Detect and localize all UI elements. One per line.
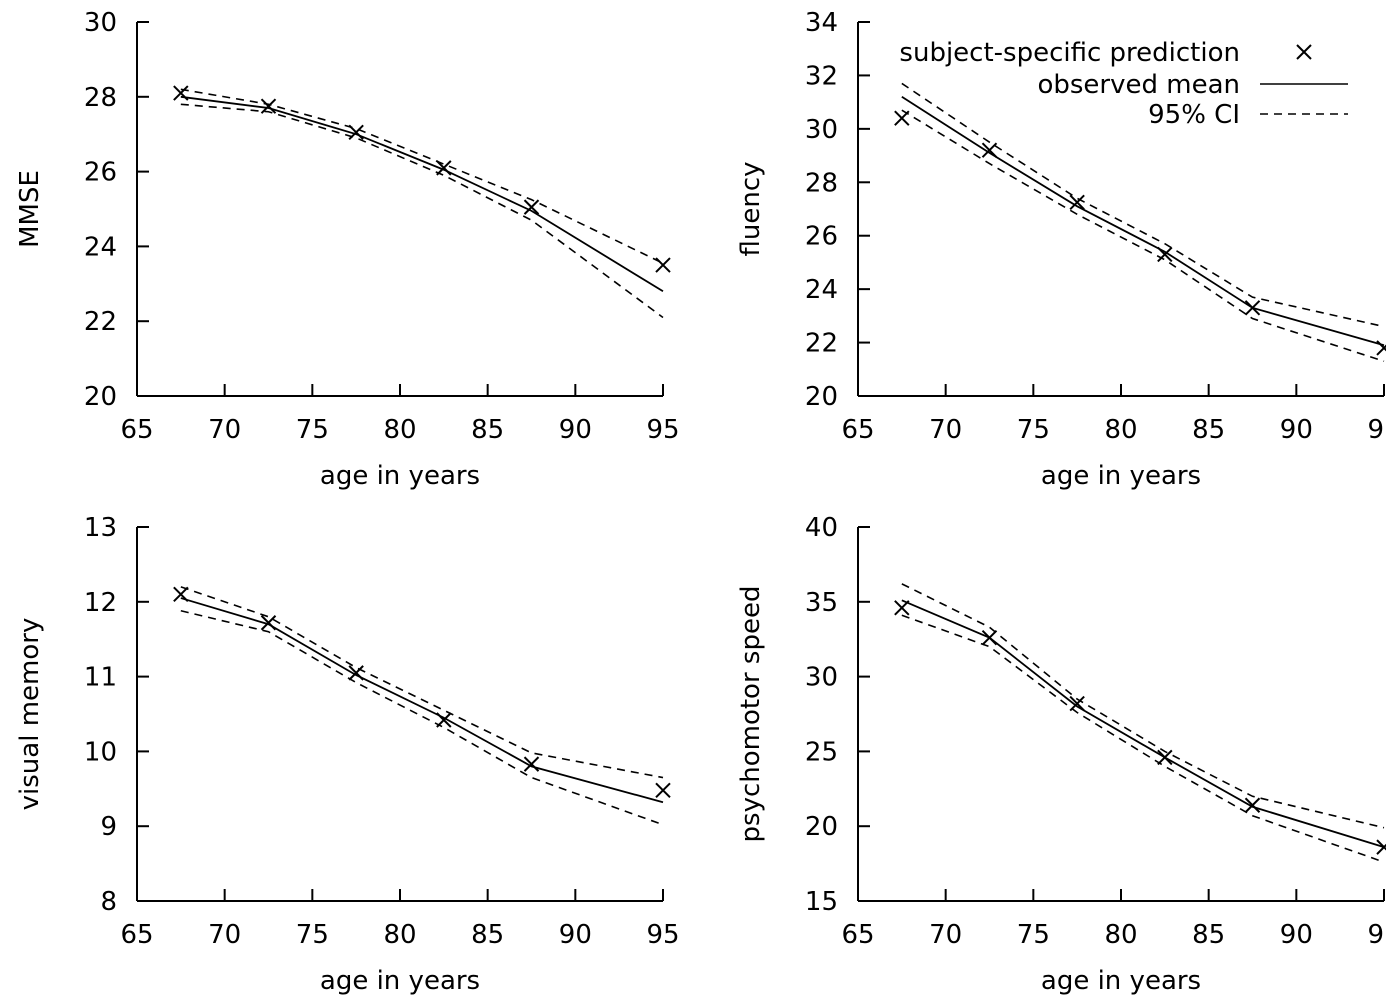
x-tick-label: 65 — [841, 415, 874, 445]
x-tick-label: 95 — [1367, 920, 1386, 950]
x-axis-title: age in years — [1041, 461, 1201, 491]
ci-line — [901, 614, 1385, 863]
y-tick-label: 8 — [100, 887, 117, 917]
y-tick-label: 24 — [84, 232, 117, 262]
y-tick-label: 26 — [805, 222, 838, 252]
x-tick-label: 85 — [1192, 920, 1225, 950]
observed-mean-line — [901, 599, 1385, 849]
x-tick-label: 65 — [120, 415, 153, 445]
x-axis-title: age in years — [320, 461, 480, 491]
observed-mean-line — [180, 597, 664, 804]
x-tick-label: 70 — [929, 920, 962, 950]
chart-panel-1: 65 70 75 80 85 90 95 20 22 24 26 28 30 age in years MM… — [15, 8, 680, 491]
x-tick-label: 70 — [208, 415, 241, 445]
x-axis-title: age in years — [1041, 966, 1201, 996]
x-tick-label: 75 — [1017, 920, 1050, 950]
x-tick-label: 90 — [559, 920, 592, 950]
prediction-marker — [523, 199, 540, 215]
legend-label: 95% CI — [1148, 100, 1240, 130]
y-tick-label: 9 — [100, 812, 117, 842]
prediction-marker — [1069, 194, 1085, 211]
y-tick-label: 30 — [805, 115, 838, 145]
ci-line — [180, 586, 664, 779]
y-tick-label: 10 — [84, 737, 117, 767]
observed-mean-line — [901, 96, 1385, 347]
y-tick-label: 30 — [805, 663, 838, 693]
x-tick-label: 85 — [1192, 415, 1225, 445]
chart-panel-2: 65 70 75 80 85 90 95 20 22 24 26 28 30 32 34 age in yea… — [736, 8, 1386, 491]
prediction-marker — [1244, 797, 1261, 813]
ci-line — [180, 103, 664, 319]
x-tick-label: 75 — [296, 415, 329, 445]
legend-marker-symbol — [1296, 44, 1312, 60]
ci-line — [901, 109, 1385, 363]
y-tick-label: 22 — [805, 329, 838, 359]
y-tick-label: 11 — [84, 663, 117, 693]
ci-line — [901, 82, 1385, 328]
y-tick-label: 20 — [805, 382, 838, 412]
x-tick-label: 65 — [120, 920, 153, 950]
x-tick-label: 90 — [1280, 920, 1313, 950]
y-tick-label: 15 — [805, 887, 838, 917]
x-tick-label: 90 — [559, 415, 592, 445]
x-tick-label: 80 — [383, 415, 416, 445]
y-tick-label: 28 — [84, 83, 117, 113]
prediction-marker — [523, 756, 540, 772]
x-tick-label: 75 — [1017, 415, 1050, 445]
observed-mean-line — [180, 95, 664, 293]
ci-line — [901, 583, 1385, 829]
y-tick-label: 30 — [84, 8, 117, 38]
prediction-marker — [260, 98, 277, 114]
x-tick-label: 75 — [296, 920, 329, 950]
y-tick-label: 20 — [805, 812, 838, 842]
ci-line — [180, 609, 664, 826]
x-tick-label: 80 — [383, 920, 416, 950]
x-tick-label: 70 — [929, 415, 962, 445]
y-tick-label: 35 — [805, 588, 838, 618]
x-tick-label: 80 — [1104, 920, 1137, 950]
y-axis-title: psychomotor speed — [736, 586, 766, 843]
x-tick-label: 85 — [471, 415, 504, 445]
chart-panel-3: 65 70 75 80 85 90 95 8 9 10 11 12 13 age in years visu… — [15, 513, 680, 996]
chart-panel-4: 65 70 75 80 85 90 95 15 20 25 30 35 40 age in years ps… — [736, 513, 1386, 996]
x-tick-label: 65 — [841, 920, 874, 950]
y-tick-label: 34 — [805, 8, 838, 38]
prediction-marker — [655, 782, 671, 799]
y-tick-label: 32 — [805, 61, 838, 91]
x-axis-title: age in years — [320, 966, 480, 996]
y-axis-title: fluency — [736, 161, 766, 256]
y-tick-label: 28 — [805, 168, 838, 198]
x-tick-label: 85 — [471, 920, 504, 950]
y-axis-title: MMSE — [15, 170, 45, 248]
x-tick-label: 90 — [1280, 415, 1313, 445]
x-tick-label: 95 — [646, 415, 679, 445]
x-tick-label: 70 — [208, 920, 241, 950]
y-tick-label: 40 — [805, 513, 838, 543]
legend-label: observed mean — [1037, 70, 1240, 100]
y-tick-label: 12 — [84, 588, 117, 618]
legend-label: subject-specific prediction — [899, 38, 1240, 68]
y-tick-label: 26 — [84, 158, 117, 188]
ci-line — [180, 88, 664, 264]
x-tick-label: 95 — [646, 920, 679, 950]
x-tick-label: 80 — [1104, 415, 1137, 445]
y-tick-label: 20 — [84, 382, 117, 412]
x-tick-label: 95 — [1367, 415, 1386, 445]
y-tick-label: 25 — [805, 737, 838, 767]
y-axis-title: visual memory — [15, 618, 45, 811]
y-tick-label: 22 — [84, 307, 117, 337]
y-tick-label: 13 — [84, 513, 117, 543]
y-tick-label: 24 — [805, 275, 838, 305]
